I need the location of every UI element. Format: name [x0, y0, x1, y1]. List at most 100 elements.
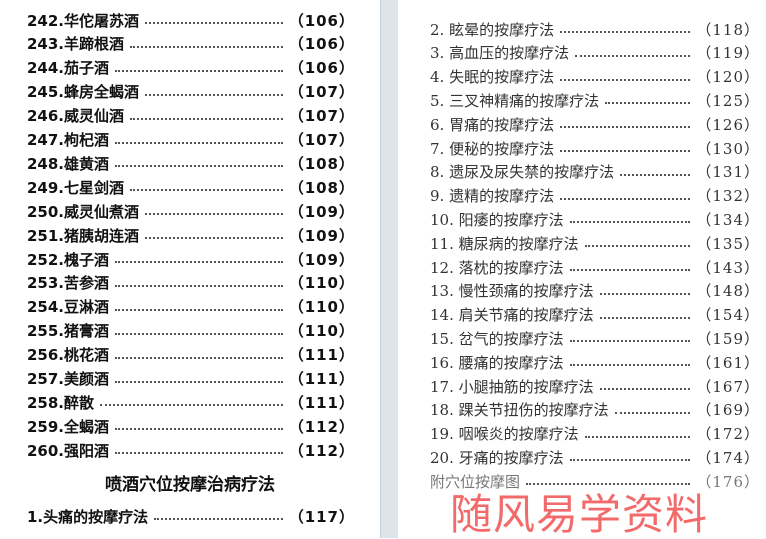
toc-entry-page: （108） [288, 154, 355, 173]
toc-entry-title: 1.头痛的按摩疗法 [27, 507, 149, 526]
dot-leader [115, 141, 283, 144]
toc-entry: 11. 糖尿病的按摩疗法 （135） [430, 232, 760, 254]
toc-entry-page: （106） [288, 35, 355, 54]
toc-entry-title: 243.羊蹄根酒 [27, 35, 125, 54]
dot-leader [620, 173, 691, 176]
dot-leader [584, 435, 691, 438]
toc-entry: 2. 眩晕的按摩疗法 （118） [430, 18, 760, 40]
dot-leader [115, 284, 283, 287]
toc-entry-page: （118） [696, 20, 760, 39]
toc-entry-page: （110） [288, 274, 355, 293]
dot-leader [599, 316, 691, 319]
toc-entry-page: （107） [288, 83, 355, 102]
dot-leader [145, 93, 283, 96]
toc-entry-page: （107） [288, 131, 355, 149]
toc-entry: 20. 牙痛的按摩疗法 （174） [430, 446, 760, 468]
toc-entry-title: 18. 踝关节扭伤的按摩疗法 [430, 401, 609, 420]
toc-entry: 242.华佗屠苏酒 （106） [27, 9, 355, 31]
toc-entry-title: 20. 牙痛的按摩疗法 [430, 448, 564, 467]
toc-entry-page: （169） [696, 401, 760, 420]
toc-entry: 14. 肩关节痛的按摩疗法 （154） [430, 304, 760, 326]
dot-leader [115, 308, 283, 311]
toc-entry-page: （154） [696, 306, 760, 325]
toc-entry: 19. 咽喉炎的按摩疗法 （172） [430, 423, 760, 445]
toc-entry-title: 3. 高血压的按摩疗法 [430, 44, 570, 63]
toc-entry: 246.威灵仙酒 （107） [27, 105, 355, 127]
toc-entry-title: 260.强阳酒 [27, 441, 110, 460]
toc-entry-title: 16. 腰痛的按摩疗法 [430, 353, 564, 372]
toc-entry-title: 256.桃花酒 [27, 346, 110, 365]
dot-leader [145, 22, 283, 24]
dot-leader [115, 452, 283, 455]
dot-leader [599, 292, 691, 295]
toc-entry-page: （148） [696, 282, 760, 301]
toc-entry-page: （135） [696, 234, 760, 253]
toc-entry-title: 11. 糖尿病的按摩疗法 [430, 234, 579, 253]
toc-entry-page: （108） [288, 178, 355, 197]
toc-entry-page: （109） [288, 226, 355, 245]
toc-entry-title: 14. 肩关节痛的按摩疗法 [430, 306, 594, 325]
toc-entry: 4. 失眠的按摩疗法 （120） [430, 66, 760, 88]
toc-entry: 259.全蝎酒 （112） [27, 415, 355, 437]
toc-entry-page: （174） [696, 448, 760, 467]
dot-leader [100, 404, 283, 407]
dot-leader [145, 237, 283, 240]
toc-entry-page: （106） [288, 11, 355, 30]
dot-leader [115, 69, 283, 72]
dot-leader [115, 428, 283, 431]
toc-entry: 256.桃花酒 （111） [27, 344, 355, 366]
toc-entry-title: 251.猪胰胡连酒 [27, 226, 140, 245]
toc-entry-title: 5. 三叉神精痛的按摩疗法 [430, 91, 600, 110]
toc-entry-page: （109） [288, 250, 355, 269]
toc-entry: 251.猪胰胡连酒 （109） [27, 224, 355, 246]
toc-entry: 9. 遗精的按摩疗法 （132） [430, 185, 760, 207]
toc-entry-page: （143） [696, 258, 760, 277]
toc-entry: 243.羊蹄根酒 （106） [27, 33, 355, 55]
toc-entry: 250.威灵仙煮酒 （109） [27, 200, 355, 222]
toc-entry: 10. 阳痿的按摩疗法 （134） [430, 208, 760, 230]
toc-entry-page: （110） [288, 298, 355, 317]
dot-leader [575, 54, 691, 57]
toc-entry-title: 6. 胃痛的按摩疗法 [430, 115, 555, 134]
toc-entry-title: 7. 便秘的按摩疗法 [430, 139, 555, 158]
page-gutter [380, 0, 399, 538]
toc-entry-page: （130） [696, 139, 760, 158]
toc-entry: 13. 慢性颈痛的按摩疗法 （148） [430, 280, 760, 302]
toc-entry-title: 13. 慢性颈痛的按摩疗法 [430, 282, 594, 301]
dot-leader [115, 332, 283, 335]
toc-entry: 248.雄黄酒 （108） [27, 152, 355, 174]
dot-leader [599, 388, 691, 390]
toc-entry-page: （126） [696, 115, 760, 134]
dot-leader [569, 221, 691, 224]
toc-entry-page: （107） [288, 107, 355, 126]
toc-entry: 253.苦参酒 （110） [27, 272, 355, 294]
dot-leader [560, 126, 691, 129]
toc-entry: 258.醉散 （111） [27, 391, 355, 413]
dot-leader [569, 364, 691, 367]
dot-leader [605, 102, 691, 105]
toc-entry-title: 245.蜂房全蝎酒 [27, 83, 140, 102]
toc-entry-title: 15. 岔气的按摩疗法 [430, 329, 564, 348]
toc-entry-page: （112） [288, 417, 355, 436]
toc-entry-page: （167） [696, 377, 760, 396]
toc-entry-page: （161） [696, 353, 760, 372]
right-page: 2. 眩晕的按摩疗法 （118） 3. 高血压的按摩疗法 （119） 4. 失眠的按摩疗… [398, 0, 766, 538]
toc-entry-page: （134） [696, 210, 760, 229]
toc-entry-title: 17. 小腿抽筋的按摩疗法 [430, 377, 594, 396]
dot-leader [115, 380, 283, 383]
toc-entry: 3. 高血压的按摩疗法 （119） [430, 42, 760, 64]
dot-leader [560, 150, 691, 152]
dot-leader [526, 483, 691, 486]
toc-entry-page: （125） [696, 91, 760, 110]
toc-entry: 247.枸杞酒 （107） [27, 129, 355, 151]
toc-entry-title: 249.七星剑酒 [27, 178, 125, 197]
toc-entry-page: （110） [288, 322, 355, 341]
toc-entry: 18. 踝关节扭伤的按摩疗法 （169） [430, 399, 760, 421]
toc-entry: 16. 腰痛的按摩疗法 （161） [430, 351, 760, 373]
toc-entry-title: 250.威灵仙煮酒 [27, 202, 140, 221]
toc-entry-page: （111） [288, 370, 355, 388]
toc-entry-page: （172） [696, 425, 760, 444]
toc-entry-title: 247.枸杞酒 [27, 131, 110, 149]
dot-leader [115, 356, 283, 359]
toc-entry: 8. 遗尿及尿失禁的按摩疗法 （131） [430, 161, 760, 183]
